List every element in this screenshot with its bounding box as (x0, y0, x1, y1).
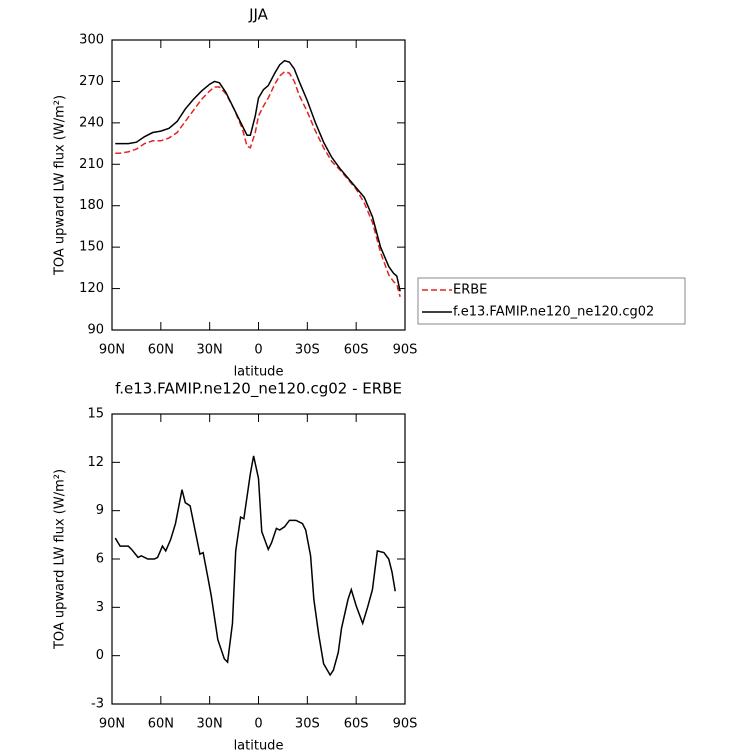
x-tick-label: 90N (99, 717, 125, 732)
y-tick-label: 6 (96, 552, 104, 567)
y-axis-label: TOA upward LW flux (W/m²) (53, 95, 68, 276)
y-tick-label: 270 (79, 74, 104, 89)
data-line (115, 59, 401, 292)
legend-label: f.e13.FAMIP.ne120_ne120.cg02 (453, 305, 654, 320)
y-tick-label: 12 (87, 455, 104, 470)
y-tick-label: -3 (91, 697, 104, 712)
x-tick-label: 90S (393, 343, 418, 358)
plot-frame (111, 39, 406, 331)
data-line (114, 455, 396, 677)
x-tick-label: 90S (393, 717, 418, 732)
y-tick-label: 9 (96, 503, 104, 518)
x-tick-label: 30S (295, 343, 320, 358)
y-tick-label: 150 (79, 240, 104, 255)
y-tick-label: 120 (79, 281, 104, 296)
y-tick-label: 180 (79, 198, 104, 213)
x-axis-label: latitude (234, 365, 284, 380)
x-tick-label: 0 (254, 343, 262, 358)
x-axis-label: latitude (234, 739, 284, 754)
x-tick-label: 60S (344, 343, 369, 358)
legend-label: ERBE (453, 283, 487, 298)
y-tick-label: 210 (79, 157, 104, 172)
y-tick-label: 3 (96, 600, 104, 615)
legend-box (417, 277, 686, 325)
chart-title: f.e13.FAMIP.ne120_ne120.cg02 - ERBE (115, 380, 402, 399)
data-line (115, 70, 401, 298)
y-tick-label: 90 (87, 323, 104, 338)
x-tick-label: 60N (148, 717, 174, 732)
y-tick-label: 240 (79, 115, 104, 130)
chart-title: JJA (248, 6, 269, 24)
y-axis-label: TOA upward LW flux (W/m²) (53, 469, 68, 650)
x-tick-label: 30N (197, 717, 223, 732)
y-tick-label: 300 (79, 33, 104, 48)
x-tick-label: 0 (254, 717, 262, 732)
y-tick-label: 15 (87, 407, 104, 422)
y-tick-label: 0 (96, 648, 104, 663)
x-tick-label: 60S (344, 717, 369, 732)
x-tick-label: 90N (99, 343, 125, 358)
x-tick-label: 30N (197, 343, 223, 358)
x-tick-label: 60N (148, 343, 174, 358)
x-tick-label: 30S (295, 717, 320, 732)
